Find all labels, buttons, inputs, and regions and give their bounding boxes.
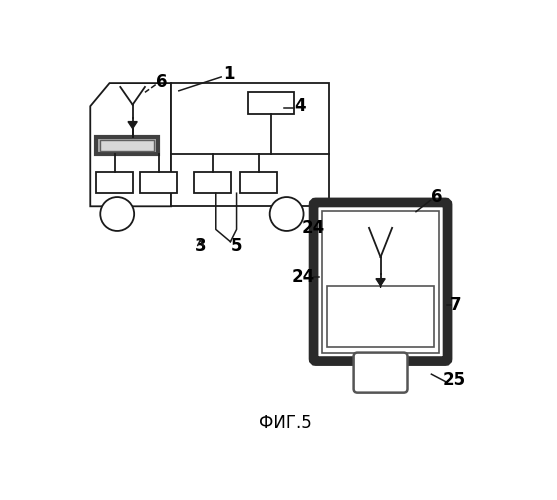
Bar [322, 211, 439, 352]
Text: 3: 3 [194, 238, 206, 256]
Bar [241, 172, 277, 193]
Bar [96, 172, 133, 193]
FancyBboxPatch shape [354, 352, 408, 393]
Text: 7: 7 [450, 296, 462, 314]
Text: 6: 6 [431, 188, 442, 206]
Text: 24: 24 [301, 219, 324, 237]
Text: 4: 4 [295, 97, 306, 115]
Bar [100, 140, 154, 151]
Bar [194, 172, 231, 193]
Bar [248, 92, 294, 114]
Text: 1: 1 [223, 65, 234, 83]
Circle shape [270, 197, 304, 231]
Bar [96, 137, 158, 154]
Text: 5: 5 [231, 238, 242, 256]
Text: 24: 24 [292, 268, 315, 286]
Polygon shape [90, 83, 171, 206]
Bar [326, 286, 434, 347]
Text: ФИГ.5: ФИГ.5 [258, 414, 311, 432]
Text: 25: 25 [443, 370, 466, 388]
Circle shape [100, 197, 134, 231]
Text: 6: 6 [156, 72, 168, 90]
Bar [140, 172, 177, 193]
Polygon shape [128, 122, 137, 128]
Bar [171, 83, 329, 206]
Polygon shape [376, 278, 385, 285]
FancyBboxPatch shape [314, 202, 447, 361]
